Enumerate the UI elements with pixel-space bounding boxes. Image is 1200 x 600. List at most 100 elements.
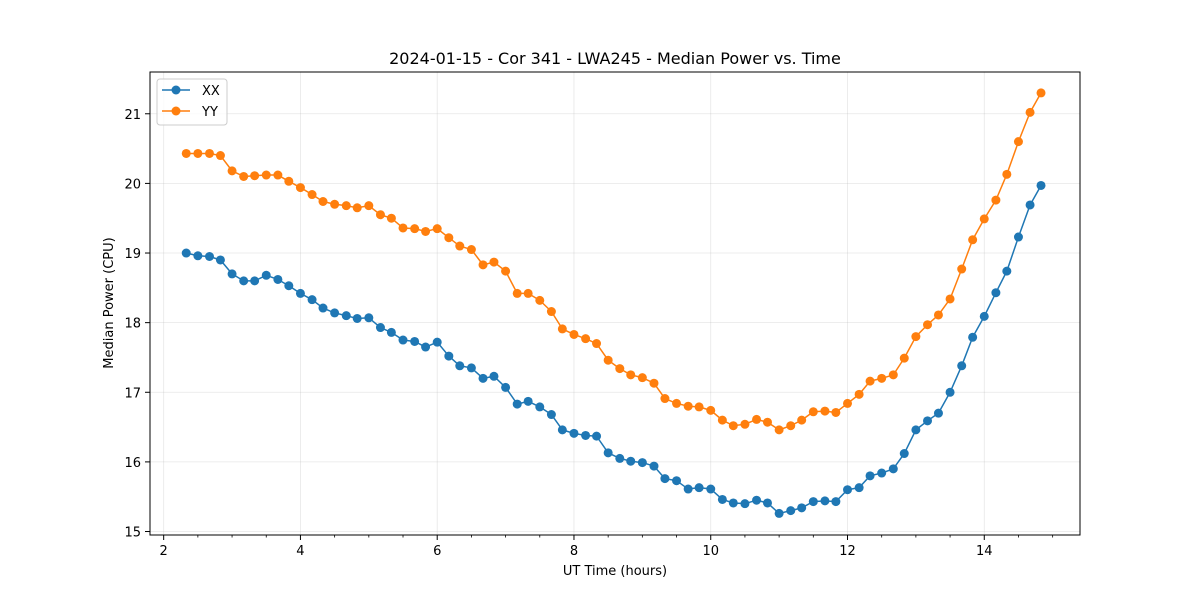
data-point-xx [227, 269, 237, 279]
data-point-yy [557, 324, 567, 334]
data-point-xx [1002, 266, 1012, 276]
legend: XX YY [156, 78, 228, 126]
data-point-yy [1025, 107, 1035, 117]
data-point-yy [261, 170, 271, 180]
data-point-yy [1013, 137, 1023, 147]
data-point-xx [501, 382, 511, 392]
data-point-yy [933, 310, 943, 320]
data-point-yy [979, 214, 989, 224]
x-tick-label: 12 [839, 544, 856, 559]
legend-label-xx: XX [202, 84, 220, 99]
data-point-yy [181, 148, 191, 158]
data-point-xx [557, 425, 567, 435]
data-point-yy [352, 203, 362, 213]
data-point-xx [740, 499, 750, 509]
data-point-yy [489, 257, 499, 267]
data-point-xx [1025, 200, 1035, 210]
data-point-yy [410, 224, 420, 234]
data-point-xx [330, 308, 340, 318]
data-point-xx [968, 332, 978, 342]
data-point-yy [762, 417, 772, 427]
data-point-xx [466, 363, 476, 373]
data-point-yy [204, 148, 214, 158]
data-point-yy [626, 370, 636, 380]
data-point-yy [455, 241, 465, 251]
data-point-xx [706, 484, 716, 494]
data-point-xx [923, 416, 933, 426]
data-point-yy [672, 398, 682, 408]
data-point-xx [352, 313, 362, 323]
data-point-yy [421, 226, 431, 236]
data-point-yy [501, 266, 511, 276]
series-line-xx [186, 185, 1042, 515]
data-point-yy [728, 421, 738, 431]
data-point-xx [979, 311, 989, 321]
data-point-yy [364, 201, 374, 211]
data-point-xx [386, 327, 396, 337]
data-point-xx [569, 428, 579, 438]
data-point-yy [523, 288, 533, 298]
data-point-yy [694, 402, 704, 412]
data-point-xx [945, 387, 955, 397]
data-point-yy [774, 425, 784, 435]
y-axis-label: Median Power (CPU) [102, 237, 117, 368]
data-point-xx [250, 276, 260, 286]
data-point-xx [774, 508, 784, 518]
data-point-xx [899, 449, 909, 459]
data-point-yy [991, 195, 1001, 205]
data-point-xx [512, 399, 522, 409]
data-point-xx [341, 311, 351, 321]
legend-marker-xx [171, 85, 181, 95]
data-point-xx [991, 288, 1001, 298]
data-point-yy [1036, 88, 1046, 98]
data-point-yy [239, 171, 249, 181]
data-point-yy [273, 170, 283, 180]
data-point-yy [386, 213, 396, 223]
data-point-xx [831, 497, 841, 507]
data-point-xx [581, 430, 591, 440]
data-point-xx [694, 483, 704, 493]
legend-marker-yy [171, 106, 181, 116]
data-point-xx [854, 483, 864, 493]
data-point-yy [478, 260, 488, 270]
data-point-yy [911, 332, 921, 342]
data-point-yy [660, 394, 670, 404]
data-point-yy [227, 166, 237, 176]
series-layer [181, 88, 1046, 518]
y-tick-label: 17 [124, 386, 141, 401]
data-point-xx [603, 448, 613, 458]
x-tick-label: 2 [160, 544, 168, 559]
x-axis-label: UT Time (hours) [563, 564, 667, 579]
data-point-yy [831, 407, 841, 417]
data-point-xx [410, 336, 420, 346]
data-point-yy [432, 224, 442, 234]
data-point-xx [592, 431, 602, 441]
data-point-xx [546, 410, 556, 420]
data-point-xx [273, 274, 283, 284]
data-point-yy [843, 398, 852, 408]
data-point-yy [295, 183, 305, 193]
data-point-yy [706, 405, 716, 415]
data-point-xx [295, 288, 305, 298]
data-point-xx [717, 494, 727, 504]
data-point-yy [717, 415, 727, 425]
data-point-xx [660, 474, 670, 484]
data-point-xx [649, 461, 659, 471]
data-point-xx [762, 498, 772, 508]
data-point-yy [820, 406, 830, 416]
data-point-yy [752, 414, 762, 424]
data-point-yy [193, 148, 203, 158]
data-point-xx [307, 295, 317, 305]
data-point-xx [421, 342, 431, 352]
data-point-xx [808, 497, 818, 507]
data-point-xx [865, 471, 875, 481]
data-point-yy [466, 245, 476, 255]
data-point-yy [284, 176, 294, 186]
data-point-yy [899, 353, 909, 363]
data-point-xx [444, 351, 454, 361]
data-point-yy [535, 295, 545, 305]
data-point-xx [375, 323, 385, 333]
data-point-xx [284, 281, 294, 291]
data-point-yy [512, 288, 522, 298]
